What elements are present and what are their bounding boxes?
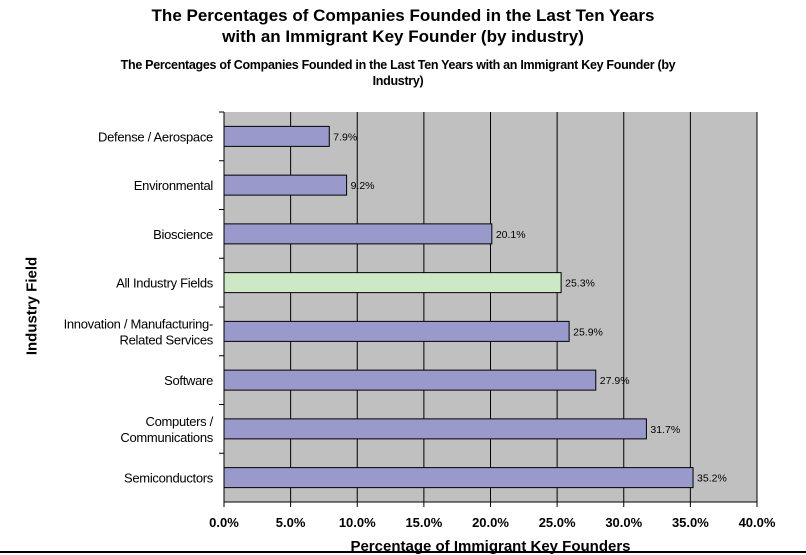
category-label: Innovation / Manufacturing- (64, 316, 213, 331)
category-label: Related Services (120, 332, 214, 347)
y-axis-label: Industry Field (23, 256, 41, 356)
data-label: 27.9% (600, 375, 630, 387)
x-axis-label: Percentage of Immigrant Key Founders (350, 538, 631, 555)
category-label: Environmental (134, 178, 214, 193)
bar (223, 174, 348, 196)
category-label: All Industry Fields (116, 276, 214, 291)
bar (223, 418, 647, 440)
category-label: Software (164, 373, 213, 388)
bar (223, 369, 597, 391)
x-tick-label: 0.0% (209, 515, 239, 530)
data-label: 25.3% (565, 278, 595, 290)
x-tick-label: 20.0% (472, 515, 509, 530)
bar (223, 125, 330, 147)
title-line-2: with an Immigrant Key Founder (by indust… (222, 27, 584, 46)
bar (223, 320, 570, 342)
x-tick-label: 35.0% (672, 515, 709, 530)
title-line-1: The Percentages of Companies Founded in … (151, 6, 655, 25)
bar (223, 223, 493, 245)
bar (223, 467, 694, 489)
x-tick-label: 15.0% (405, 515, 442, 530)
bar (223, 272, 562, 294)
category-label: Communications (120, 430, 213, 445)
data-label: 35.2% (697, 473, 727, 485)
data-label: 9.2% (351, 180, 375, 192)
data-label: 25.9% (573, 326, 603, 338)
x-tick-label: 30.0% (605, 515, 642, 530)
chart-main-title: The Percentages of Companies Founded in … (0, 5, 806, 47)
x-tick-label: 25.0% (539, 515, 576, 530)
category-label: Bioscience (153, 227, 213, 242)
category-label: Defense / Aerospace (98, 129, 213, 144)
bottom-divider (0, 551, 806, 553)
data-label: 7.9% (333, 131, 357, 143)
x-tick-label: 10.0% (339, 515, 376, 530)
x-tick-label: 5.0% (276, 515, 306, 530)
chart-inner-title: The Percentages of Companies Founded in … (120, 58, 676, 88)
x-tick-label: 40.0% (739, 515, 776, 530)
category-label: Semiconductors (124, 471, 214, 486)
category-label: Computers / (145, 414, 213, 429)
data-label: 20.1% (496, 229, 526, 241)
data-label: 31.7% (650, 424, 680, 436)
